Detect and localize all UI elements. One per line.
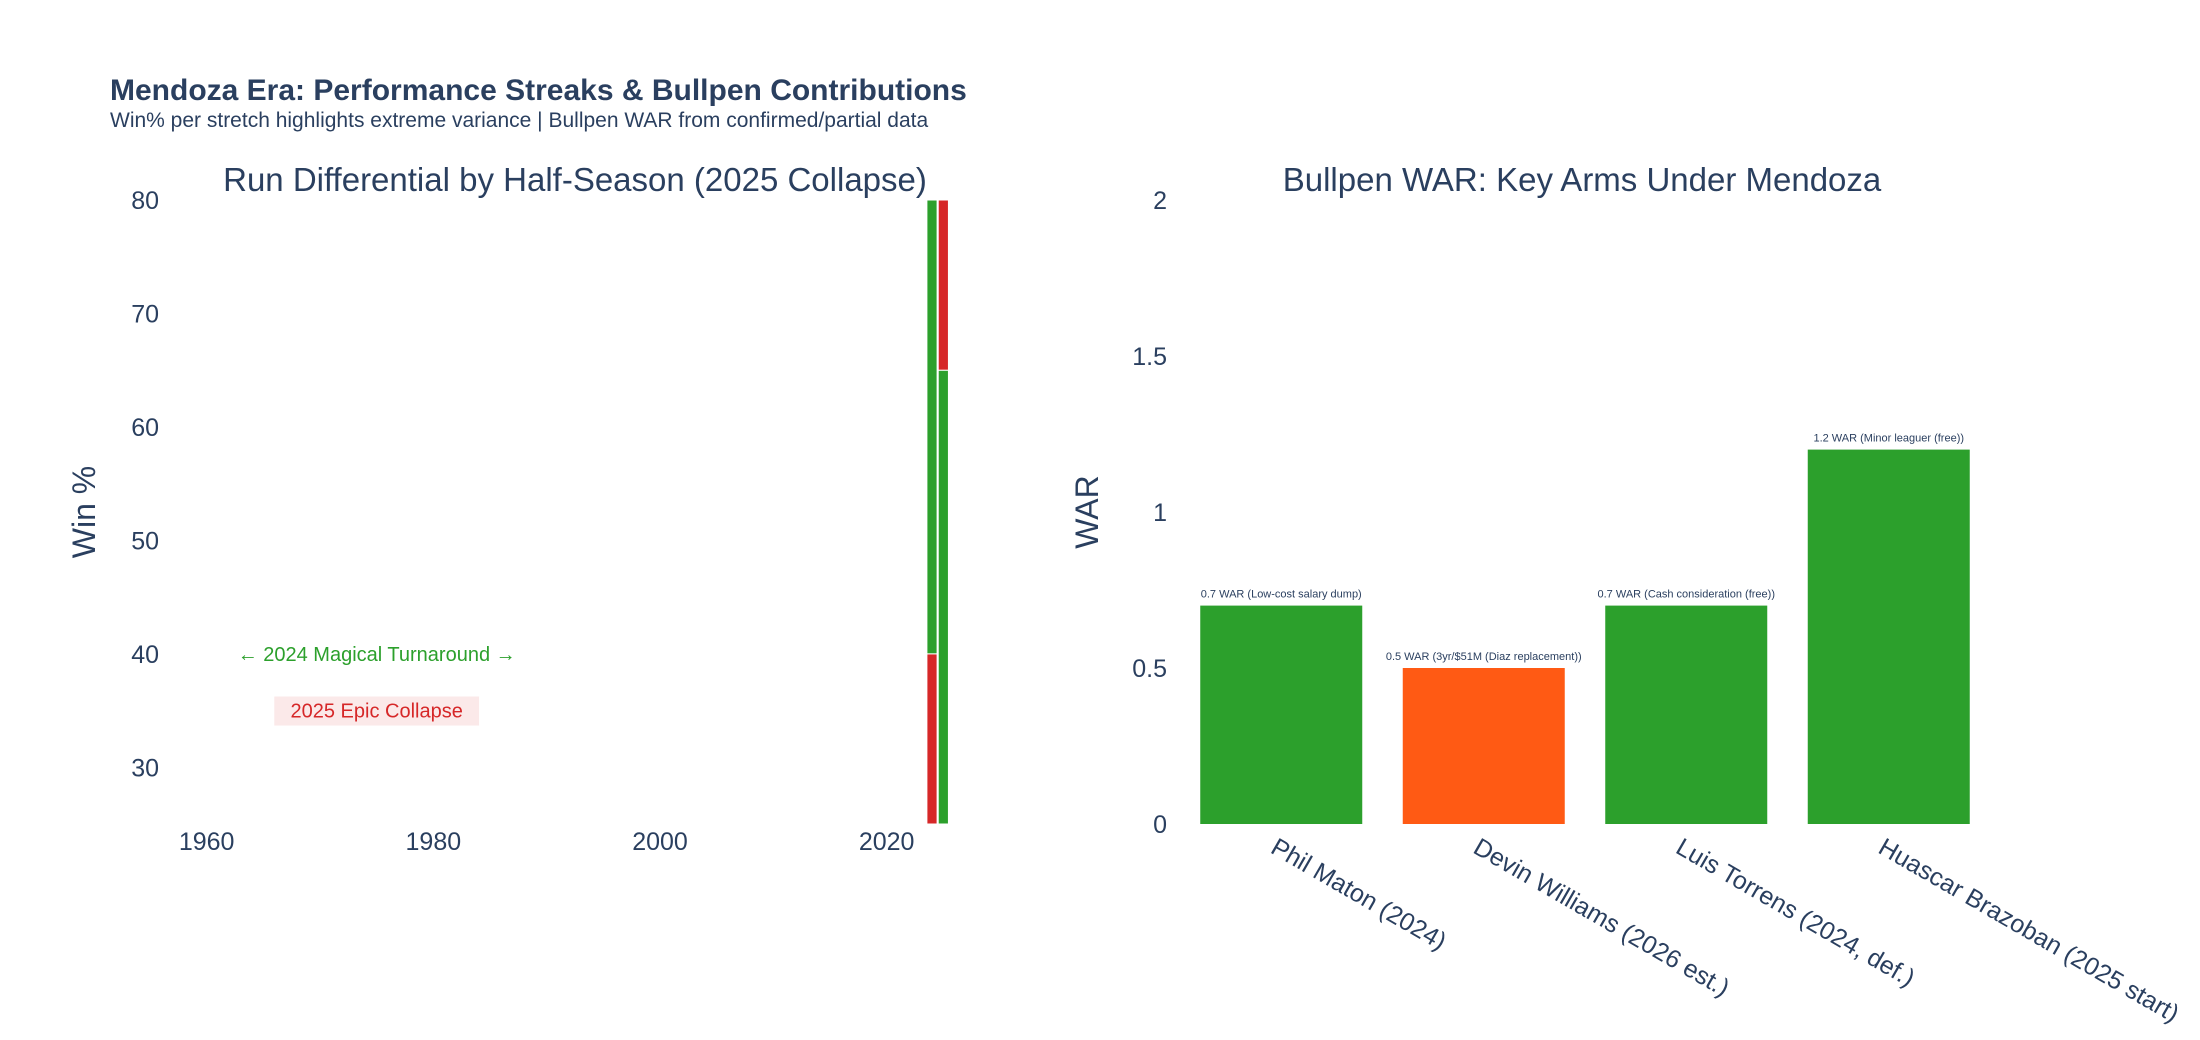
win-pct-bar bbox=[937, 199, 949, 371]
war-data-label: 1.2 WAR (Minor leaguer (free)) bbox=[1813, 433, 1964, 445]
right-y-tick: 2 bbox=[1153, 187, 1167, 215]
war-data-label: 0.7 WAR (Low-cost salary dump) bbox=[1201, 589, 1362, 601]
left-annotations: ← 2024 Magical Turnaround → 2025 Epic Col… bbox=[238, 644, 516, 726]
category-tick: Phil Maton (2024) bbox=[1266, 833, 1451, 956]
figure-title: Mendoza Era: Performance Streaks & Bullp… bbox=[110, 74, 967, 107]
war-bar bbox=[1605, 605, 1768, 824]
right-y-tick: 1 bbox=[1153, 499, 1167, 527]
left-y-axis-label: Win % bbox=[66, 466, 102, 558]
right-y-axis-label: WAR bbox=[1069, 475, 1105, 548]
left-chart-title: Run Differential by Half-Season (2025 Co… bbox=[223, 161, 927, 198]
war-data-label: 0.5 WAR (3yr/$51M (Diaz replacement)) bbox=[1386, 651, 1582, 663]
win-pct-bar bbox=[926, 199, 938, 655]
win-pct-chart: Run Differential by Half-Season (2025 Co… bbox=[66, 161, 949, 856]
left-x-tick: 1980 bbox=[406, 828, 462, 856]
war-bar bbox=[1402, 668, 1565, 824]
win-pct-bar bbox=[926, 653, 938, 825]
chart-annotation: ← 2024 Magical Turnaround → bbox=[238, 644, 516, 666]
left-y-tick: 70 bbox=[131, 300, 159, 328]
left-y-tick: 50 bbox=[131, 527, 159, 555]
right-y-tick: 0 bbox=[1153, 811, 1167, 839]
left-y-tick: 30 bbox=[131, 754, 159, 782]
war-bar bbox=[1807, 449, 1970, 824]
right-x-ticks: Phil Maton (2024) Devin Williams (2026 es… bbox=[1266, 833, 2184, 1028]
left-y-tick: 60 bbox=[131, 414, 159, 442]
chart-annotation: 2025 Epic Collapse bbox=[290, 701, 462, 723]
bullpen-war-chart: Bullpen WAR: Key Arms Under Mendoza WAR … bbox=[1069, 161, 2184, 1028]
right-bars bbox=[1200, 449, 1970, 824]
right-chart-title: Bullpen WAR: Key Arms Under Mendoza bbox=[1283, 161, 1882, 198]
left-x-tick: 2020 bbox=[859, 828, 915, 856]
right-y-ticks: 0 0.5 1 1.5 2 bbox=[1132, 187, 1167, 839]
annotation-background bbox=[274, 696, 480, 726]
war-bar bbox=[1200, 605, 1363, 824]
left-y-tick: 80 bbox=[131, 187, 159, 215]
left-bars bbox=[926, 199, 949, 825]
left-x-ticks: 1960 1980 2000 2020 bbox=[179, 828, 915, 856]
right-data-labels: 0.7 WAR (Low-cost salary dump) 0.5 WAR (3… bbox=[1201, 433, 1964, 663]
win-pct-bar bbox=[937, 369, 949, 825]
right-y-tick: 0.5 bbox=[1132, 655, 1167, 683]
war-data-label: 0.7 WAR (Cash consideration (free)) bbox=[1598, 589, 1776, 601]
right-y-tick: 1.5 bbox=[1132, 343, 1167, 371]
category-tick: Huascar Brazoban (2025 start) bbox=[1874, 833, 2184, 1028]
figure-subtitle: Win% per stretch highlights extreme vari… bbox=[110, 109, 929, 132]
left-y-tick: 40 bbox=[131, 641, 159, 669]
left-y-ticks: 30 40 50 60 70 80 bbox=[131, 187, 159, 782]
left-x-tick: 1960 bbox=[179, 828, 235, 856]
left-x-tick: 2000 bbox=[632, 828, 688, 856]
